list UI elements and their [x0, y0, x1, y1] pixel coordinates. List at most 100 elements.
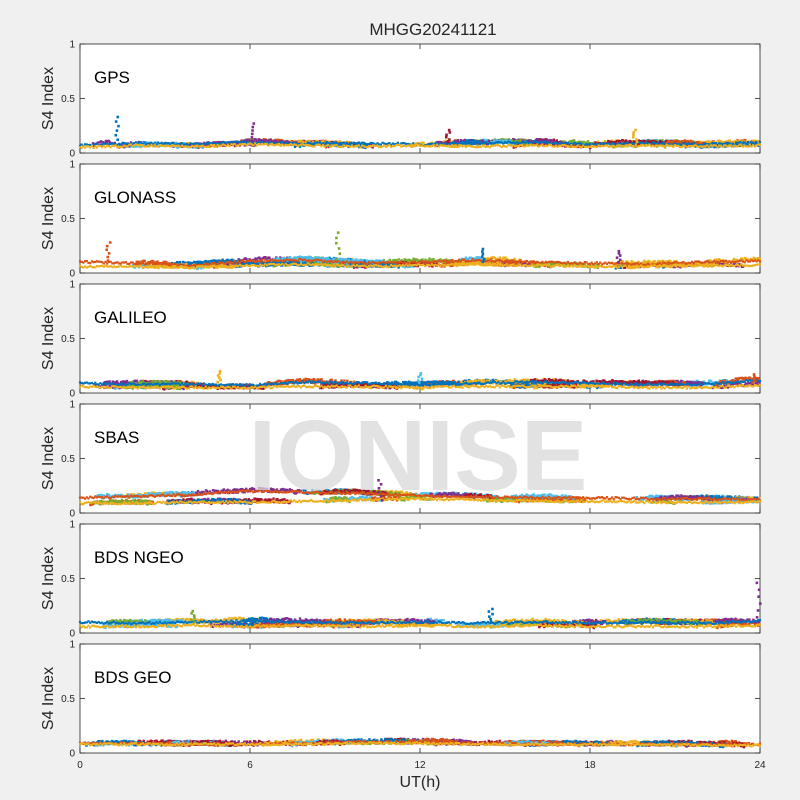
data-point [203, 264, 207, 267]
data-point [537, 145, 541, 148]
data-point [350, 143, 354, 146]
data-point [656, 144, 660, 147]
data-point [107, 139, 111, 143]
data-point [223, 141, 226, 144]
data-point [459, 144, 462, 147]
data-point [313, 139, 316, 143]
data-point [330, 143, 333, 146]
data-point [405, 142, 408, 146]
data-point [327, 143, 330, 147]
data-point [94, 145, 97, 148]
spike-point [116, 138, 120, 142]
data-point [335, 144, 338, 147]
data-point [430, 258, 433, 261]
data-point [323, 143, 326, 147]
data-point [254, 138, 258, 141]
data-point [276, 143, 279, 146]
data-point [226, 143, 229, 146]
data-point [748, 143, 751, 146]
data-point [243, 141, 246, 144]
data-point [155, 143, 158, 146]
data-point [294, 143, 297, 146]
data-point [284, 143, 287, 147]
data-point [468, 141, 471, 144]
data-point [516, 139, 519, 142]
data-point [82, 145, 85, 148]
data-point [471, 145, 474, 148]
data-point [282, 143, 286, 146]
data-point [753, 142, 756, 145]
data-point [585, 143, 588, 146]
data-point [298, 145, 302, 148]
data-point [349, 258, 352, 261]
data-point [218, 144, 221, 148]
data-point [336, 140, 340, 143]
data-point [548, 143, 551, 146]
data-point [104, 142, 107, 145]
data-point [345, 262, 349, 266]
data-point [745, 145, 748, 148]
data-point [315, 143, 318, 146]
data-point [638, 143, 641, 146]
data-point [255, 141, 258, 145]
data-point [308, 144, 311, 147]
data-point [758, 143, 762, 147]
data-point [187, 142, 191, 145]
data-point [531, 144, 534, 147]
data-point [264, 142, 267, 146]
data-point [97, 144, 100, 147]
data-point [752, 142, 755, 145]
data-point [643, 144, 646, 147]
data-point [469, 145, 473, 148]
data-point [552, 138, 556, 141]
data-point [221, 141, 224, 144]
data-point [407, 142, 410, 146]
data-point [373, 142, 376, 145]
data-point [395, 259, 398, 263]
data-point [140, 260, 143, 263]
data-point [257, 262, 261, 266]
data-point [237, 140, 240, 143]
data-point [92, 146, 95, 149]
data-point [616, 144, 619, 147]
data-point [252, 144, 255, 147]
data-point [242, 140, 245, 143]
data-point [684, 146, 687, 149]
data-point [369, 141, 372, 145]
data-point [169, 145, 172, 148]
data-point [229, 263, 233, 266]
data-point [208, 141, 211, 145]
data-point [650, 145, 653, 148]
data-point [106, 142, 109, 146]
data-point [143, 145, 146, 148]
data-point [245, 258, 248, 261]
data-point [245, 144, 248, 147]
data-point [453, 145, 457, 148]
data-point [237, 144, 240, 147]
data-point [201, 144, 204, 147]
data-point [367, 145, 371, 148]
data-point [145, 142, 148, 146]
data-point [512, 141, 515, 144]
data-point [228, 144, 231, 148]
data-point [158, 144, 161, 147]
data-point [89, 146, 92, 149]
data-point [638, 141, 641, 144]
data-point [743, 144, 746, 147]
data-point [126, 145, 129, 148]
data-point [566, 142, 569, 145]
data-point [206, 145, 209, 148]
data-point [299, 143, 303, 146]
data-point [636, 145, 639, 148]
data-point [303, 143, 306, 147]
data-point [653, 141, 656, 145]
data-point [744, 257, 748, 260]
data-point [466, 139, 469, 142]
data-point [309, 255, 312, 259]
data-point [596, 140, 600, 143]
spike-point [446, 140, 450, 144]
data-point [510, 139, 513, 142]
data-point [616, 264, 619, 268]
data-point [500, 141, 503, 144]
data-point [708, 140, 712, 144]
